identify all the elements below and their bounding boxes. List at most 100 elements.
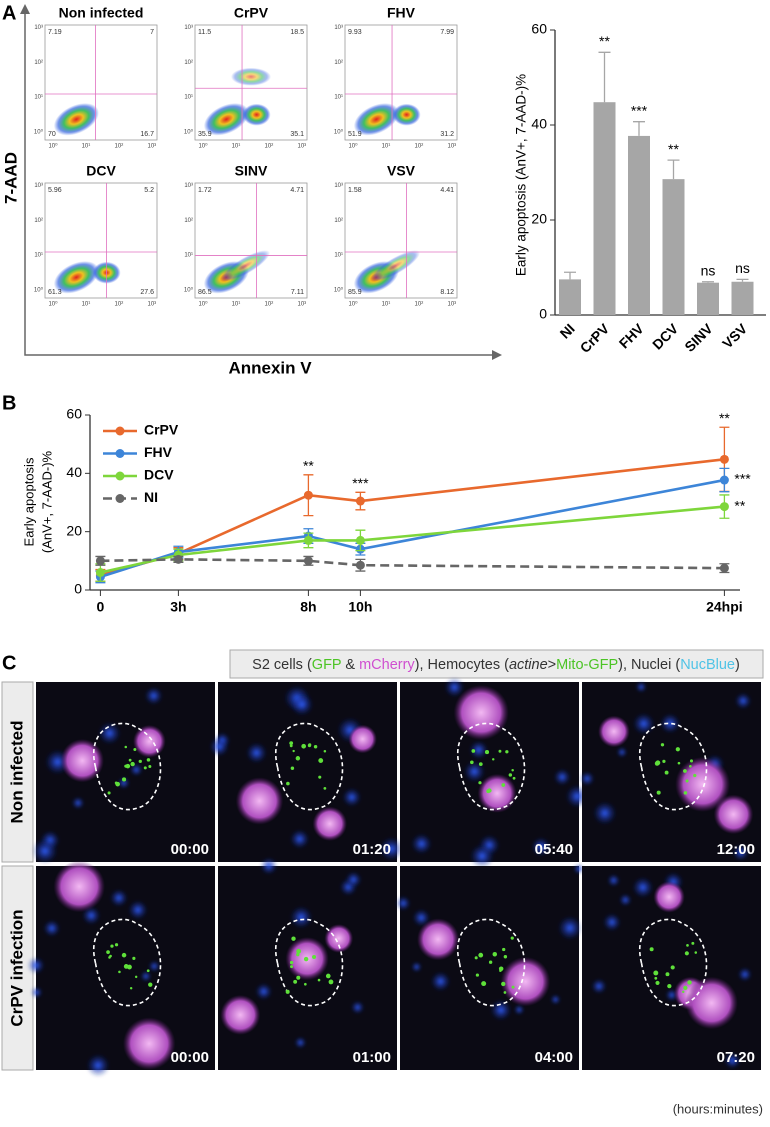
quadrant-value: 51.9: [348, 131, 362, 138]
quadrant-value: 16.7: [140, 131, 154, 138]
nucleus: [128, 900, 148, 920]
nucleus: [98, 721, 121, 745]
flow-tick-label: 10³: [147, 144, 156, 150]
quadrant-value: 27.6: [140, 289, 154, 296]
y-axis-label: (AnV+, 7-AAD-)%: [39, 450, 54, 553]
timestamp: 07:20: [717, 1049, 755, 1066]
mitochondria: [313, 745, 318, 749]
flow-tick-label: 10⁰: [184, 129, 194, 136]
flow-tick-label: 10¹: [184, 253, 193, 259]
mitochondria: [128, 758, 132, 762]
data-point: [303, 490, 313, 500]
x-tick-label: SINV: [681, 320, 716, 355]
header-segment: ), Hemocytes (: [415, 657, 509, 673]
flow-tick-label: 10¹: [34, 253, 43, 259]
micrograph-bg: [400, 866, 579, 1070]
flow-tick-label: 10²: [184, 218, 193, 224]
nucleus: [27, 956, 45, 975]
y-tick-label: 0: [74, 581, 82, 597]
row-label-box: [1, 681, 34, 863]
nucleus: [86, 1053, 110, 1077]
x-tick-label: 24hpi: [706, 599, 743, 615]
nucleus: [514, 1004, 525, 1015]
quadrant-value: 35.9: [198, 131, 212, 138]
mitochondria: [481, 981, 487, 987]
y-tick-label: 40: [531, 116, 547, 132]
nucleus: [71, 796, 85, 810]
error-bar: [633, 121, 645, 136]
flow-tick-label: 10⁰: [334, 129, 344, 136]
mitochondria: [110, 944, 114, 948]
nucleus: [294, 1036, 307, 1049]
data-point: [303, 556, 313, 566]
nucleus: [411, 833, 432, 855]
mitochondria: [478, 781, 482, 785]
cell-outline: [274, 918, 344, 1007]
mitochondria: [290, 965, 294, 969]
density-cloud: [203, 103, 249, 136]
mitochondria: [148, 765, 152, 769]
mitochondria: [693, 773, 697, 778]
significance-label: **: [599, 33, 610, 49]
flow-plot-title: Non infected: [59, 5, 144, 21]
mitochondria: [318, 775, 322, 779]
nucleus: [255, 983, 273, 1000]
nucleus: [469, 843, 495, 869]
nucleus: [209, 737, 229, 757]
nucleus: [43, 919, 61, 937]
mitochondria: [685, 779, 689, 783]
nucleus: [260, 857, 278, 875]
nucleus: [289, 906, 313, 929]
error-bar: [736, 278, 749, 282]
y-axis-label: Early apoptosis (AnV+, 7-AAD-)%: [514, 74, 529, 276]
x-tick-label: 10h: [348, 599, 372, 615]
flow-tick-label: 10¹: [334, 95, 343, 101]
mitochondria: [502, 947, 506, 952]
flow-tick-label: 10¹: [232, 144, 241, 150]
legend-label: NI: [144, 489, 158, 505]
density-cloud: [242, 103, 271, 126]
legend-label: DCV: [144, 467, 174, 483]
mitochondria: [478, 762, 483, 766]
mitochondria: [665, 972, 670, 977]
nucleus: [129, 763, 143, 777]
mitochondria: [694, 951, 698, 954]
mitochondria: [656, 790, 661, 795]
mitochondria: [307, 743, 312, 748]
density-cloud: [53, 261, 99, 294]
mitochondria: [293, 979, 298, 984]
error-bar: [564, 271, 576, 280]
flow-tick-label: 10³: [334, 25, 343, 31]
microscopy-header-box: [229, 649, 764, 679]
density-cloud: [231, 67, 271, 86]
nucleus: [469, 740, 488, 760]
nucleus: [603, 913, 621, 932]
panel-label: B: [2, 392, 16, 414]
flow-tick-label: 10⁰: [34, 129, 44, 136]
flow-tick-label: 10²: [334, 218, 343, 224]
mitochondria: [328, 979, 334, 985]
mitochondria: [133, 747, 137, 751]
data-point: [355, 496, 365, 506]
x-tick-label: DCV: [649, 320, 682, 353]
mitochondria: [683, 769, 687, 773]
quadrant-value: 31.2: [440, 131, 454, 138]
significance-label: **: [734, 497, 745, 513]
cell: [312, 806, 348, 841]
flow-tick-label: 10¹: [34, 95, 43, 101]
data-point: [95, 568, 105, 577]
cell-outline: [92, 722, 162, 811]
x-tick-label: CrPV: [577, 320, 613, 356]
mitochondria: [654, 976, 658, 980]
y-tick-label: 60: [66, 406, 82, 422]
timestamp: 01:20: [353, 841, 391, 858]
micrograph-bg: [582, 682, 761, 862]
mitochondria: [475, 973, 479, 977]
significance-label: ns: [701, 262, 716, 278]
nucleus: [412, 908, 431, 927]
flow-tick-label: 10³: [184, 25, 193, 31]
micrograph: 01:20: [209, 682, 404, 862]
mitochondria: [304, 982, 307, 986]
flow-plot-title: CrPV: [234, 5, 269, 21]
